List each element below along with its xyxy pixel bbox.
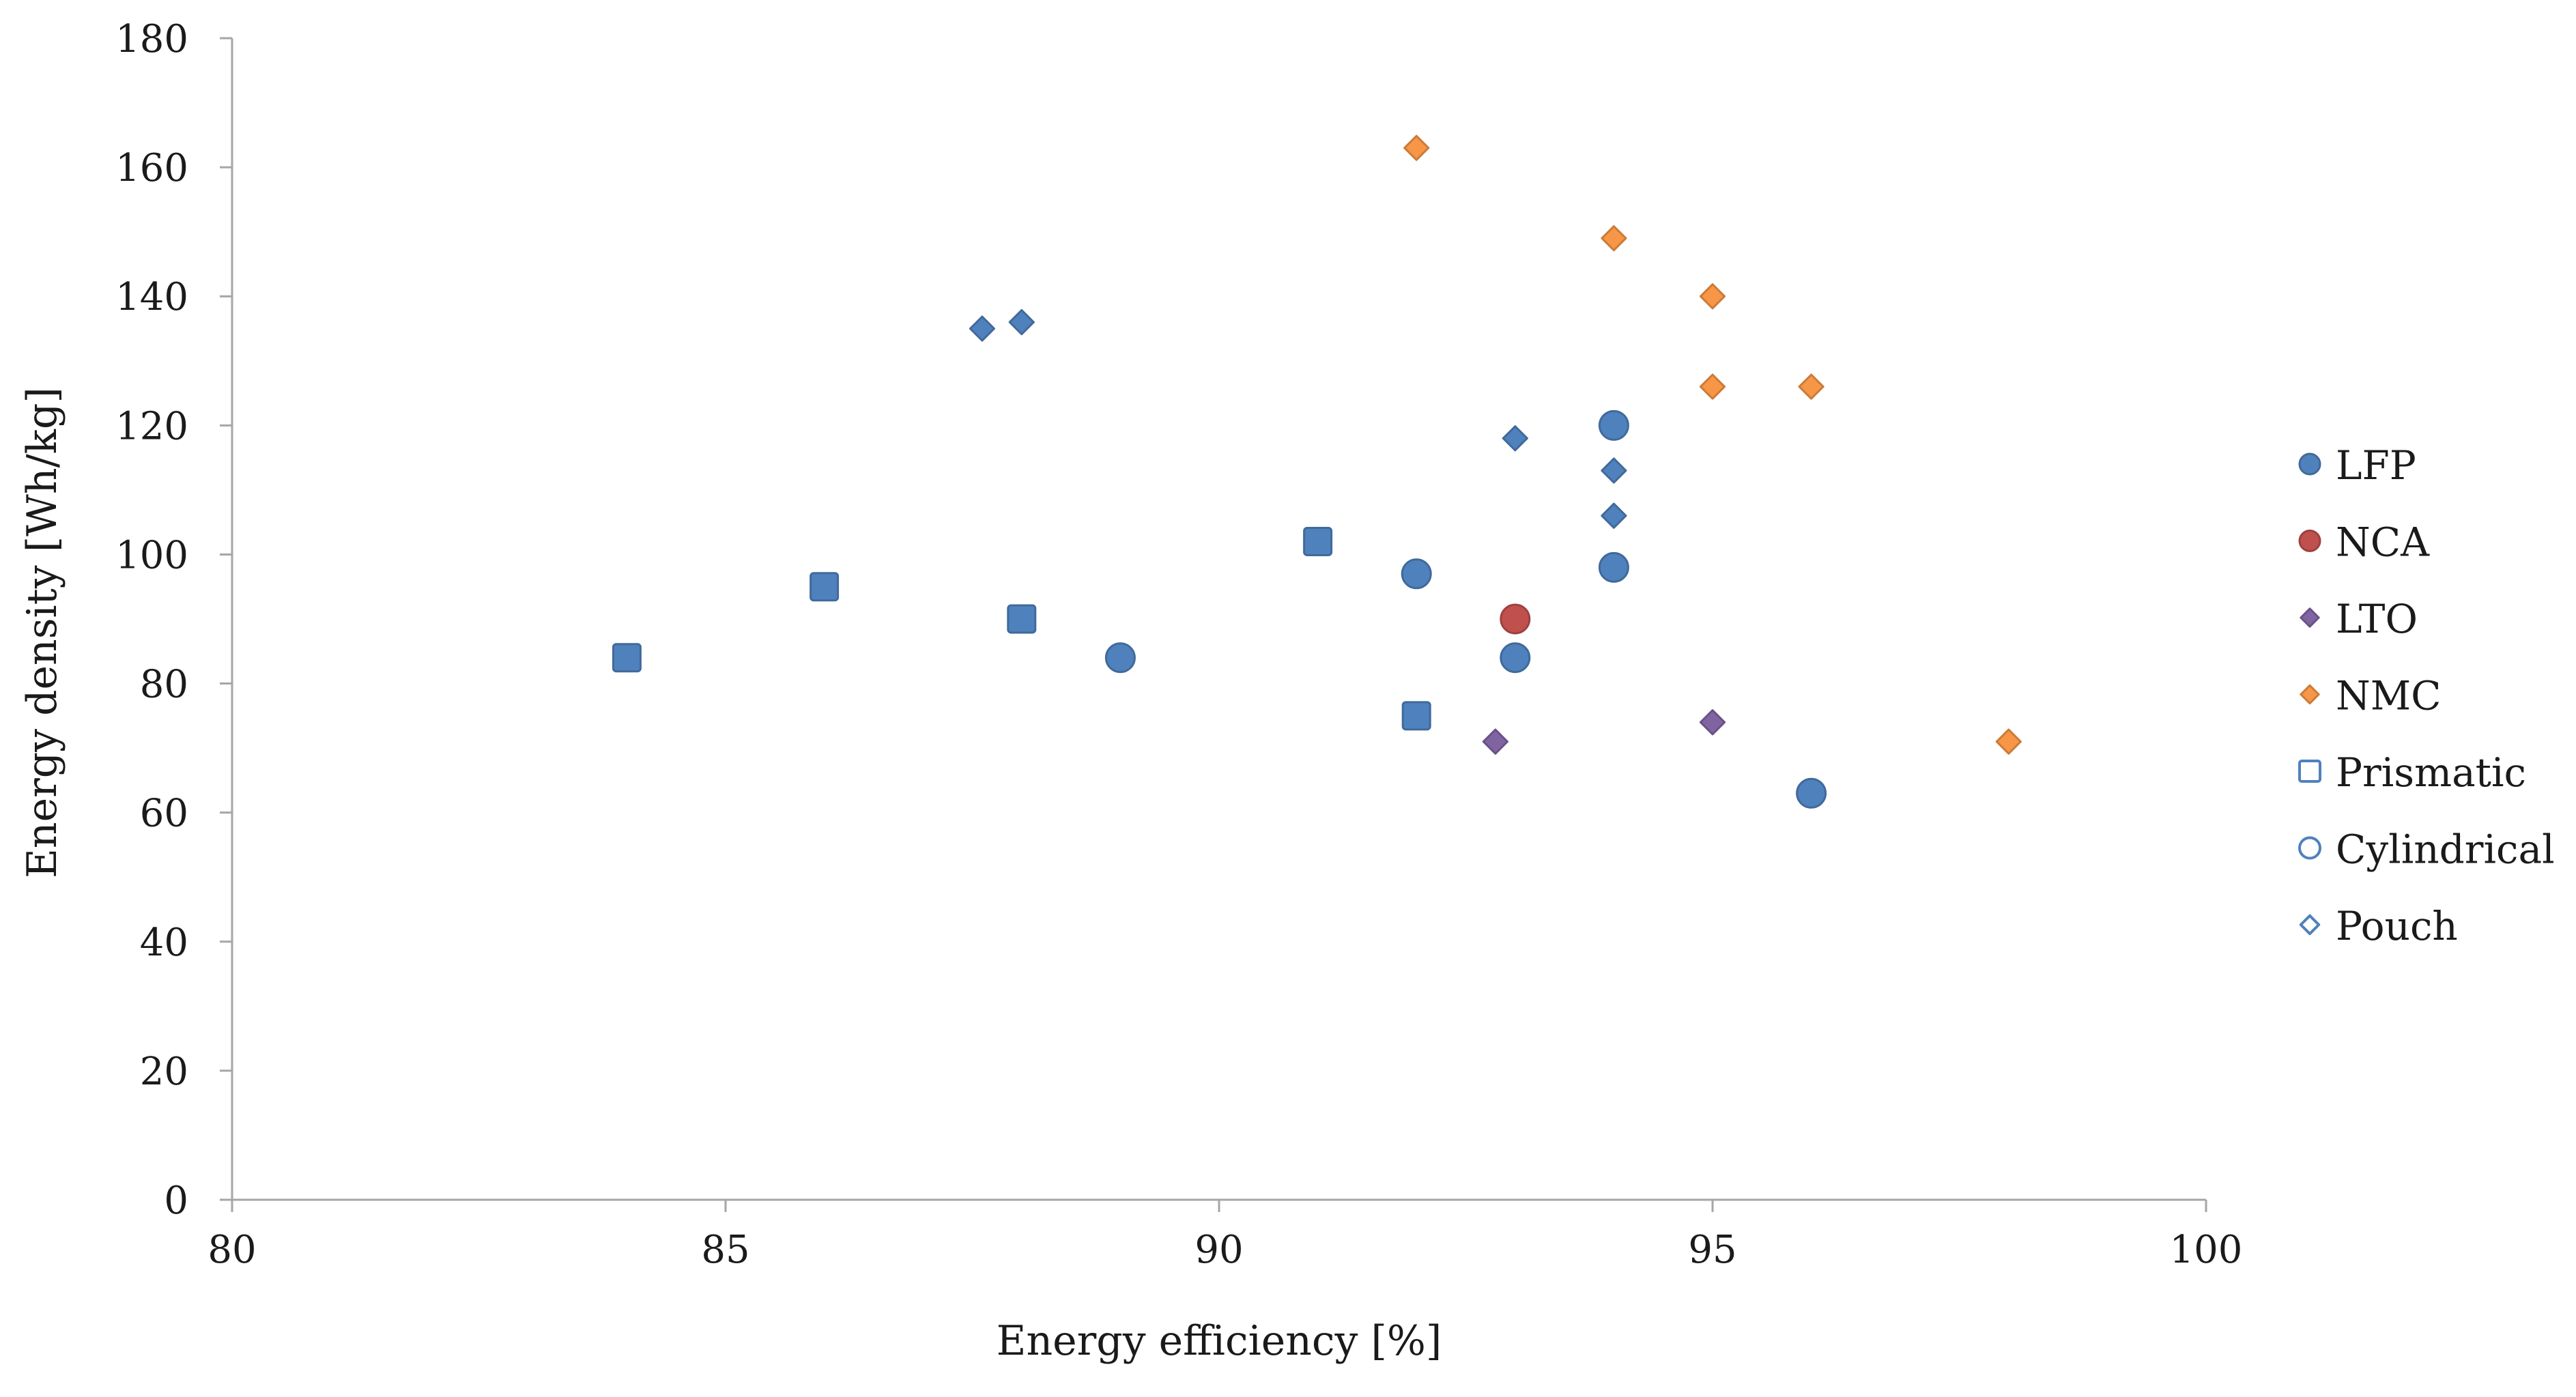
data-point-nmc-pouch xyxy=(1601,225,1627,252)
y-tick-label: 100 xyxy=(115,533,188,577)
legend-marker-nca xyxy=(2298,530,2321,552)
data-point-lfp-pouch xyxy=(1008,308,1035,336)
data-point-lfp-pouch xyxy=(1601,502,1627,529)
data-point-lfp-pouch xyxy=(1601,457,1627,484)
data-point-lfp-prismatic xyxy=(1303,527,1333,557)
y-ticks: 0 20 40 60 80 100 120 140 160 180 xyxy=(115,17,232,1223)
y-tick-label: 160 xyxy=(115,146,188,190)
data-point-nmc-pouch xyxy=(1403,134,1430,161)
legend-marker-cylindrical xyxy=(2298,836,2321,860)
data-point-nmc-pouch xyxy=(1699,283,1726,310)
axes xyxy=(231,38,2206,1201)
data-point-lto-pouch xyxy=(1482,728,1508,755)
y-axis-title: Energy density [Wh/kg] xyxy=(18,387,66,878)
x-tick-label: 80 xyxy=(207,1228,256,1272)
data-point-lfp-prismatic xyxy=(810,572,840,602)
legend-marker-prismatic xyxy=(2298,760,2321,783)
legend-label-cylindrical: Cylindrical xyxy=(2336,826,2555,873)
data-point-lfp-pouch xyxy=(969,315,996,342)
legend: LFP NCA LTO NMC Prismatic Cylindrical Pouch xyxy=(2298,442,2555,949)
data-point-lfp-cylindrical xyxy=(1104,642,1136,674)
x-tick-label: 85 xyxy=(701,1228,749,1272)
y-tick-label: 120 xyxy=(115,404,188,448)
legend-marker-lto xyxy=(2300,607,2320,628)
y-tick-label: 140 xyxy=(115,275,188,319)
y-tick-label: 60 xyxy=(140,792,188,836)
data-point-lfp-cylindrical xyxy=(1500,642,1531,674)
data-point-lfp-cylindrical xyxy=(1401,558,1432,590)
x-axis-title: Energy efficiency [%] xyxy=(997,1317,1442,1365)
y-tick-label: 20 xyxy=(140,1050,188,1094)
legend-label-lfp: LFP xyxy=(2336,442,2416,489)
data-point-nmc-pouch xyxy=(1699,373,1726,400)
x-tick-label: 100 xyxy=(2170,1228,2243,1272)
data-point-nca-cylindrical xyxy=(1500,603,1531,635)
x-ticks: 80 85 90 95 100 xyxy=(207,1200,2242,1272)
data-point-lfp-cylindrical xyxy=(1598,551,1629,583)
data-point-lto-pouch xyxy=(1699,709,1726,736)
data-point-lfp-prismatic xyxy=(612,643,642,673)
x-tick-label: 90 xyxy=(1194,1228,1243,1272)
legend-label-prismatic: Prismatic xyxy=(2336,749,2526,796)
y-tick-label: 40 xyxy=(140,921,188,965)
legend-label-nca: NCA xyxy=(2336,519,2430,566)
data-point-lfp-cylindrical xyxy=(1598,409,1629,441)
data-points xyxy=(612,134,2022,809)
legend-marker-nmc xyxy=(2300,684,2320,705)
data-point-lfp-cylindrical xyxy=(1796,777,1827,809)
y-tick-label: 180 xyxy=(115,17,188,61)
legend-marker-pouch xyxy=(2299,914,2321,936)
data-point-nmc-pouch xyxy=(1995,728,2022,755)
y-tick-label: 80 xyxy=(140,663,188,707)
x-tick-label: 95 xyxy=(1688,1228,1736,1272)
data-point-lfp-pouch xyxy=(1502,425,1528,452)
legend-label-nmc: NMC xyxy=(2336,673,2442,719)
legend-marker-lfp xyxy=(2298,452,2321,476)
y-tick-label: 0 xyxy=(164,1179,188,1223)
data-point-lfp-prismatic xyxy=(1401,701,1431,731)
legend-label-lto: LTO xyxy=(2336,596,2418,642)
legend-label-pouch: Pouch xyxy=(2336,903,2458,949)
data-point-lfp-prismatic xyxy=(1007,604,1037,634)
data-point-nmc-pouch xyxy=(1798,373,1824,400)
